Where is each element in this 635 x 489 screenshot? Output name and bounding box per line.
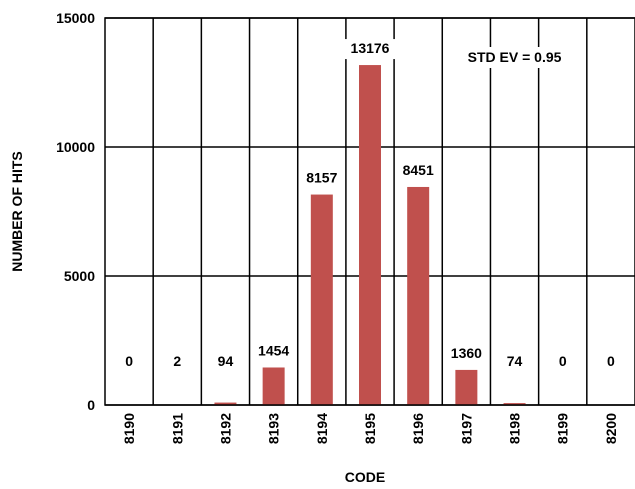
x-tick-labels: 8190 8191 8192 8193 8194 8195 8196 8197 8198 8199… bbox=[121, 413, 619, 444]
bar-8198 bbox=[503, 403, 526, 405]
annotation-background bbox=[451, 47, 578, 68]
data-label-8195: 13176 bbox=[351, 40, 390, 56]
bar-8193 bbox=[262, 367, 285, 405]
data-label-bg-8200 bbox=[602, 352, 620, 372]
x-tick-8196: 8196 bbox=[410, 413, 426, 444]
y-tick-10000: 10000 bbox=[56, 139, 95, 155]
data-label-8193: 1454 bbox=[258, 342, 289, 358]
std-dev-annotation: STD EV = 0.95 bbox=[468, 49, 562, 65]
data-label-bg-8196 bbox=[397, 160, 440, 181]
x-tick-8191: 8191 bbox=[169, 413, 185, 444]
data-label-8200: 0 bbox=[607, 353, 615, 369]
data-label-bg-8194 bbox=[300, 168, 343, 189]
bar-8197 bbox=[455, 369, 478, 405]
data-label-8190: 0 bbox=[125, 353, 133, 369]
x-tick-8199: 8199 bbox=[555, 413, 571, 444]
y-tick-15000: 15000 bbox=[56, 10, 95, 26]
y-tick-0: 0 bbox=[87, 397, 95, 413]
data-label-8191: 2 bbox=[173, 353, 181, 369]
x-axis-title: CODE bbox=[345, 469, 385, 485]
data-label-bg-8191 bbox=[169, 352, 186, 372]
data-label-bg-8198 bbox=[502, 352, 528, 372]
y-tick-5000: 5000 bbox=[64, 268, 95, 284]
data-labels: 0 2 94 1454 8157 13176 8451 1360 74 0 0 bbox=[120, 39, 620, 372]
data-label-8196: 8451 bbox=[403, 162, 434, 178]
x-tick-8190: 8190 bbox=[121, 413, 137, 444]
data-label-8199: 0 bbox=[559, 353, 567, 369]
data-label-bg-8192 bbox=[212, 352, 238, 372]
data-label-8194: 8157 bbox=[306, 170, 337, 186]
bars bbox=[166, 65, 526, 405]
bar-8194 bbox=[310, 194, 333, 405]
data-label-8192: 94 bbox=[218, 353, 234, 369]
y-tick-labels: 0 5000 10000 15000 bbox=[56, 10, 95, 413]
data-label-bg-8195 bbox=[344, 39, 396, 60]
bar-8192 bbox=[214, 402, 237, 405]
x-tick-8193: 8193 bbox=[266, 413, 282, 444]
x-tick-8194: 8194 bbox=[314, 413, 330, 444]
bar-8195 bbox=[359, 65, 381, 405]
data-label-bg-8190 bbox=[120, 352, 138, 372]
data-label-8198: 74 bbox=[507, 353, 523, 369]
x-tick-8200: 8200 bbox=[603, 413, 619, 444]
data-label-bg-8199 bbox=[554, 352, 571, 372]
data-label-bg-8197 bbox=[445, 343, 488, 364]
x-tick-8197: 8197 bbox=[458, 413, 474, 444]
data-label-8197: 1360 bbox=[451, 345, 482, 361]
bar-8196 bbox=[407, 186, 430, 405]
x-tick-8192: 8192 bbox=[217, 413, 233, 444]
data-label-bg-8193 bbox=[252, 341, 295, 362]
y-axis-title: NUMBER OF HITS bbox=[9, 151, 25, 272]
x-tick-8195: 8195 bbox=[362, 413, 378, 444]
plot-frame bbox=[104, 17, 635, 406]
x-tick-8198: 8198 bbox=[507, 413, 523, 444]
